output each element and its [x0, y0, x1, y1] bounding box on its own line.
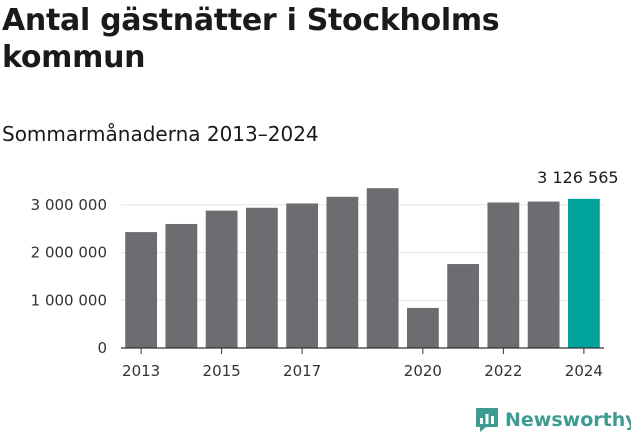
x-tick-label: 2013: [122, 362, 160, 380]
bar-2023: [527, 201, 560, 348]
y-tick-label: 0: [97, 339, 107, 357]
bar-2020: [406, 307, 439, 348]
x-axis-ticks: 2013 2015 2017 2020 2022 2024: [122, 348, 603, 380]
bars: [125, 188, 600, 348]
x-tick-label: 2024: [565, 362, 603, 380]
newsworthy-logo-icon: [476, 408, 498, 432]
bar-2017: [286, 203, 319, 348]
bar-2018: [326, 196, 359, 348]
grid-lines: [121, 204, 604, 301]
x-tick-label: 2015: [203, 362, 241, 380]
highlight-data-label: 3 126 565: [537, 168, 618, 187]
bar-2021: [447, 264, 480, 348]
brand-name: Newsworthy: [505, 409, 631, 431]
bar-2014: [165, 223, 198, 348]
y-tick-label: 2 000 000: [31, 244, 107, 262]
x-tick-label: 2020: [404, 362, 442, 380]
data-labels: 3 126 565: [537, 168, 618, 187]
x-tick-label: 2017: [283, 362, 321, 380]
y-tick-label: 1 000 000: [31, 291, 107, 309]
chart-title: Antal gästnätter i Stockholms kommun: [2, 3, 500, 75]
x-tick-label: 2022: [484, 362, 522, 380]
bar-2019: [366, 188, 399, 348]
y-axis-ticks: 0 1 000 000 2 000 000 3 000 000: [31, 196, 107, 357]
y-tick-label: 3 000 000: [31, 196, 107, 214]
bar-2015: [205, 210, 238, 348]
chart-subtitle: Sommarmånaderna 2013–2024: [2, 122, 319, 146]
bar-2024: [567, 198, 600, 348]
bar-2013: [125, 232, 158, 348]
newsworthy-brand: Newsworthy: [475, 407, 631, 433]
bar-2022: [487, 202, 520, 348]
bar-2016: [245, 207, 278, 348]
